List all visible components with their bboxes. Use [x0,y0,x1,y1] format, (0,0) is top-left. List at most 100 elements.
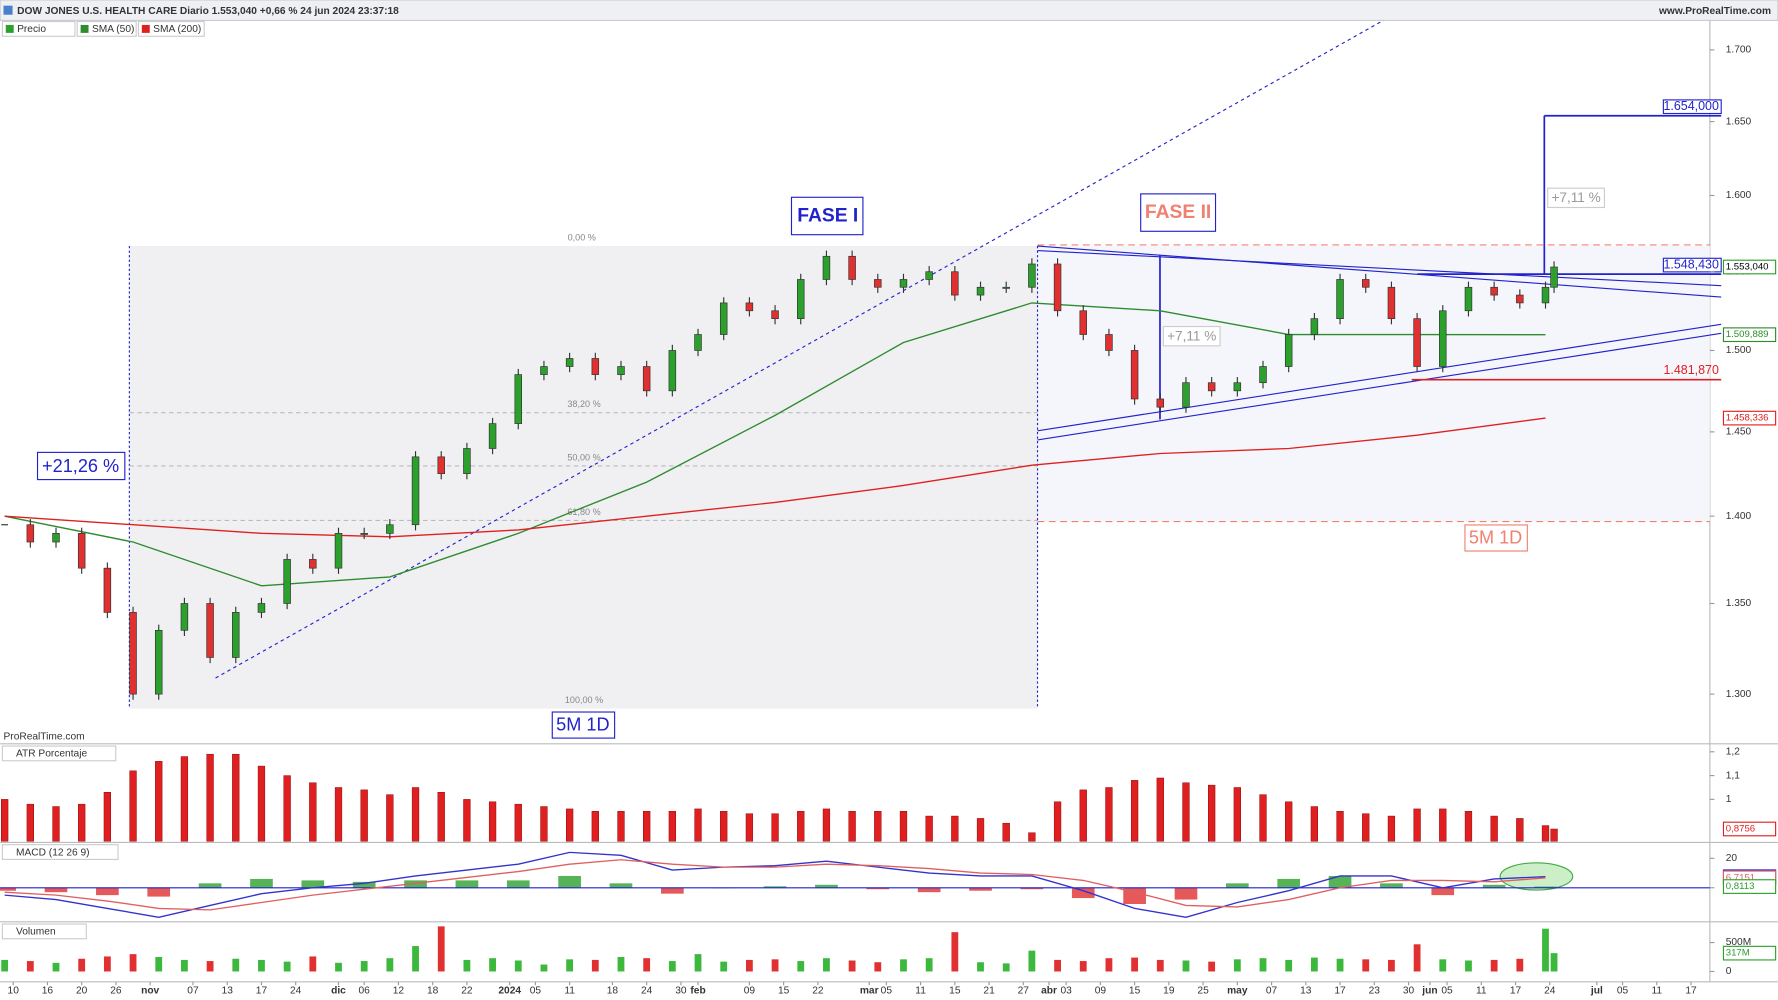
histogram-bar [0,887,16,891]
x-tick-label: 07 [187,986,199,997]
legend-swatch [5,24,14,33]
legend-item[interactable] [137,20,205,37]
macd-line [4,859,1546,911]
bar [1028,832,1036,842]
volume-bar [1079,961,1087,972]
bar [1464,811,1473,842]
y-tick-label: 1,1 [1726,770,1740,781]
histogram-bar [558,875,581,888]
last-value-box [1722,945,1777,961]
bar [668,811,676,842]
bar [540,806,548,842]
candle [334,533,343,569]
bar [129,770,137,842]
x-tick-label: 17 [1685,986,1697,997]
annotation: FASE I [797,206,858,227]
volume-bar [335,962,342,972]
candle [1130,350,1139,400]
histogram-bar [352,881,376,888]
candle [103,567,112,613]
candle [976,286,985,296]
volume-bar [1182,960,1190,972]
x-tick-label: abr [1041,986,1057,997]
volume-bar [489,958,496,972]
bar [1550,828,1558,842]
candle [1284,334,1293,367]
legend-label: SMA (50) [92,24,134,35]
histogram-bar [1431,887,1455,896]
candle [411,456,420,526]
panel-title-box[interactable] [1,844,119,860]
candle [206,603,214,658]
x-tick-label: 18 [427,986,439,997]
x-tick-label: 20 [76,986,88,997]
volume-bar [1105,958,1113,972]
volume-bar [668,961,676,972]
last-value-label: 0,8113 [1726,881,1755,892]
candle [1182,382,1190,408]
projection-zone [1037,246,1710,522]
bar [1387,815,1396,842]
bar [566,808,574,842]
bar [1285,801,1293,842]
histogram-bar [1020,887,1044,890]
y-tick-label: 1.650 [1726,116,1752,127]
fib-label: 38,20 % [567,399,600,409]
histogram-bar [1225,883,1249,888]
x-tick-label: 16 [42,986,54,997]
histogram-bar [1482,884,1506,888]
panel-title-box[interactable] [1,745,117,762]
level-label: 1.481,870 [1663,363,1719,377]
y-tick-label: 500M [1726,937,1751,948]
bar [1002,822,1010,842]
candle [745,302,754,312]
annotation: +7,11 % [1551,190,1600,205]
volume-bar [771,959,779,972]
volume-bar [437,926,445,972]
histogram-bar [1380,883,1403,888]
candle [77,533,86,569]
volume-bar [1002,963,1010,972]
fib-zone [129,246,1038,709]
x-tick-label: 2024 [498,986,521,997]
x-tick-label: 15 [949,986,961,997]
annotation: 5M 1D [556,714,609,734]
candle [1413,318,1421,367]
bar [797,811,805,842]
bar [1130,780,1139,842]
level-label: 1.654,000 [1663,99,1719,113]
candle [899,279,908,288]
legend-label: Precio [17,24,46,35]
x-tick-label: 26 [110,986,122,997]
x-tick-label: 23 [1369,986,1381,997]
volume-bar [540,964,548,972]
candle [822,255,831,280]
volume-bar [720,961,728,972]
icon [3,5,13,15]
panel-title: MACD (12 26 9) [16,847,90,858]
volume-bar [360,961,368,972]
bar [1516,818,1524,842]
bar [1310,806,1319,842]
volume-bar [309,956,317,972]
legend-swatch [80,24,89,33]
volume-bar [1285,959,1293,972]
x-tick-label: 11 [1651,986,1662,997]
x-tick-label: 06 [359,986,371,997]
legend-item[interactable] [76,20,137,37]
levels: 1.654,000 1.548,430 1.481,870 [1411,99,1722,381]
bar [720,811,728,842]
candle [52,533,60,543]
legend-item[interactable] [1,20,76,37]
candle [26,524,35,543]
site: www.ProRealTime.com [1658,6,1771,17]
bar [206,753,214,842]
panel-title-box[interactable] [1,923,87,940]
volume-bar [591,959,599,972]
bar [771,813,779,842]
level-label-box [1662,257,1722,273]
volume-bar [129,954,137,972]
bar [694,808,702,842]
sma-line [4,417,1546,538]
x-tick-label: 15 [778,986,790,997]
